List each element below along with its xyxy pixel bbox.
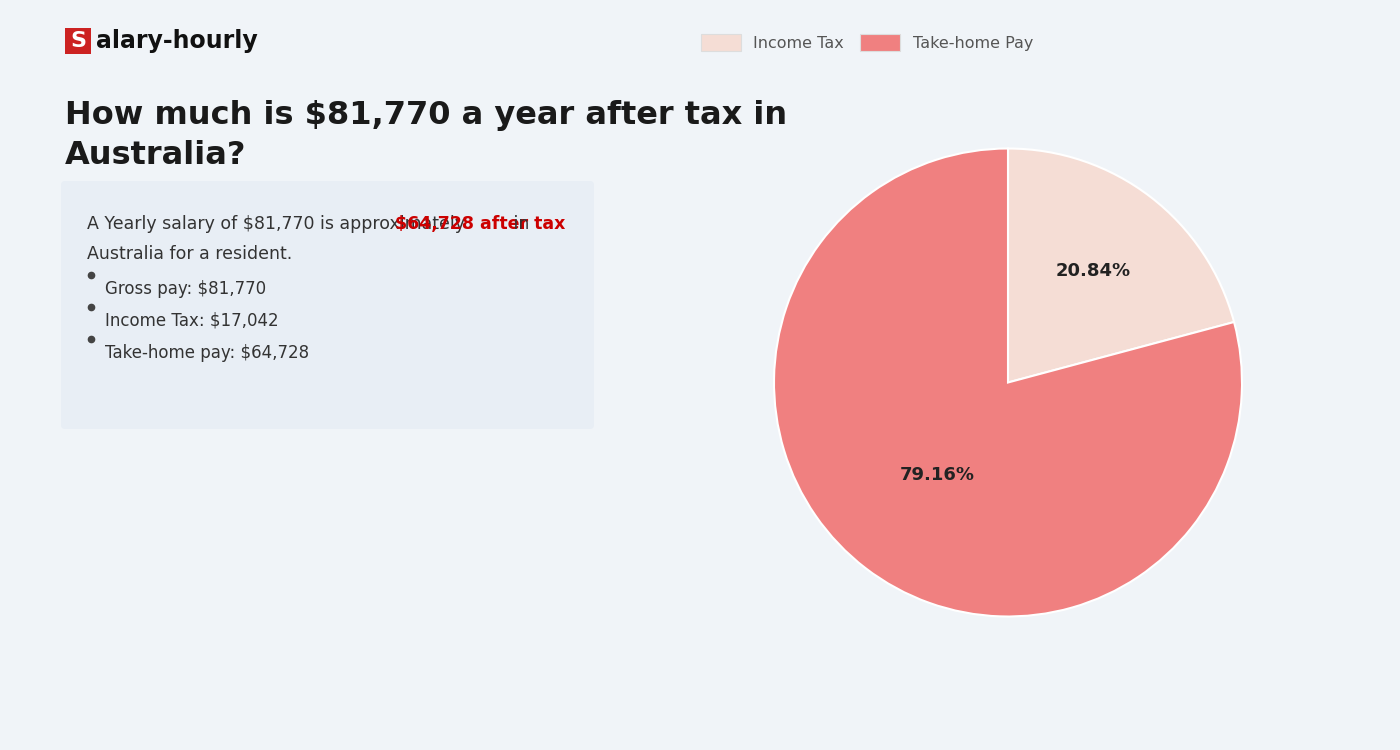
Text: Gross pay: $81,770: Gross pay: $81,770 xyxy=(105,280,266,298)
Wedge shape xyxy=(774,148,1242,616)
Text: S: S xyxy=(70,31,85,51)
Legend: Income Tax, Take-home Pay: Income Tax, Take-home Pay xyxy=(694,28,1040,57)
Text: in: in xyxy=(508,215,529,233)
Text: Take-home pay: $64,728: Take-home pay: $64,728 xyxy=(105,344,309,362)
FancyBboxPatch shape xyxy=(62,181,594,429)
Text: 79.16%: 79.16% xyxy=(899,466,974,484)
Text: 20.84%: 20.84% xyxy=(1056,262,1131,280)
Wedge shape xyxy=(1008,148,1233,382)
Text: Income Tax: $17,042: Income Tax: $17,042 xyxy=(105,312,279,330)
Text: $64,728 after tax: $64,728 after tax xyxy=(395,215,566,233)
Text: alary-hourly: alary-hourly xyxy=(97,29,258,53)
Bar xyxy=(64,28,91,54)
Text: Australia?: Australia? xyxy=(64,140,246,171)
Text: A Yearly salary of $81,770 is approximately: A Yearly salary of $81,770 is approximat… xyxy=(87,215,470,233)
Text: How much is $81,770 a year after tax in: How much is $81,770 a year after tax in xyxy=(64,100,787,131)
Text: Australia for a resident.: Australia for a resident. xyxy=(87,245,293,263)
